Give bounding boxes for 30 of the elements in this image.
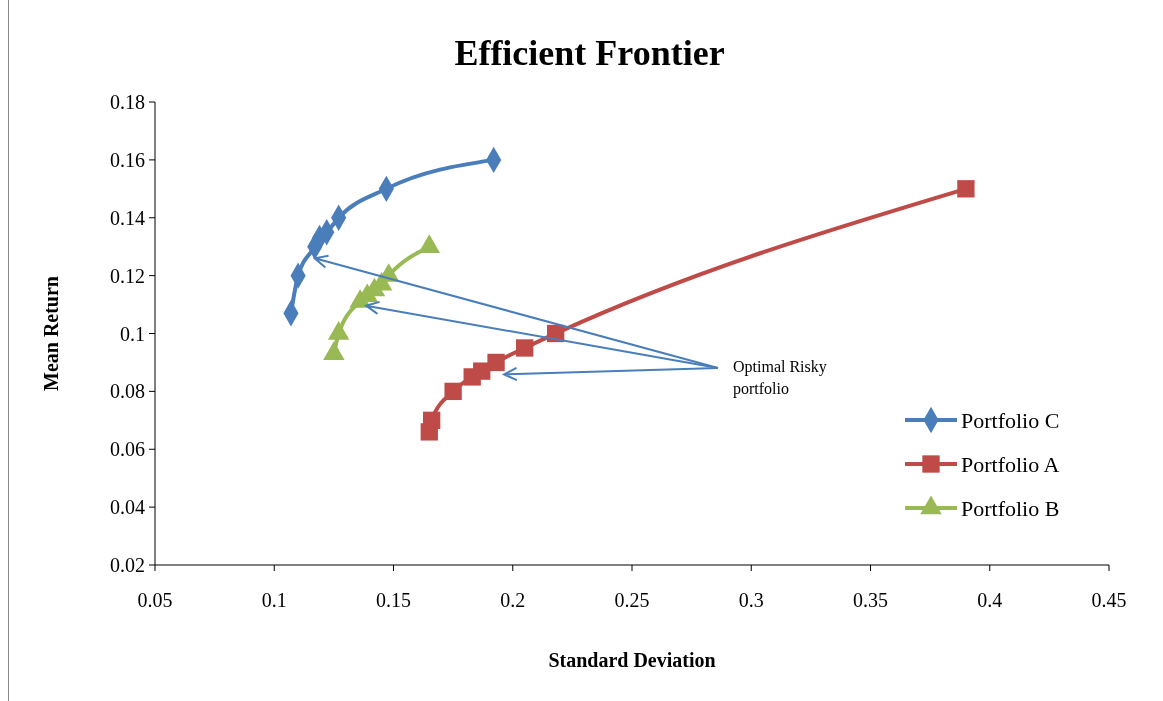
x-tick-label: 0.1 <box>261 589 287 611</box>
y-tick-label: 0.14 <box>110 206 145 229</box>
annotation: Optimal Risky portfolio <box>733 358 827 398</box>
y-tick-label: 0.08 <box>110 380 145 403</box>
x-tick-label: 0.45 <box>1091 589 1127 611</box>
y-tick-label: 0.16 <box>110 148 145 171</box>
x-axis-title: Standard Deviation <box>548 649 716 671</box>
x-tick-label: 0.2 <box>500 589 526 611</box>
y-tick-label: 0.12 <box>110 264 145 287</box>
point <box>444 382 462 401</box>
y-tick-label: 0.04 <box>110 496 145 519</box>
x-tick-label: 0.05 <box>137 589 173 611</box>
point <box>423 411 441 429</box>
y-axis-title: Mean Return <box>40 276 62 391</box>
y-tick-label: 0.06 <box>110 438 145 461</box>
y-tick-label: 0.02 <box>110 554 145 576</box>
legend-label: Portfolio A <box>961 451 1060 477</box>
point <box>487 353 505 372</box>
point <box>957 180 975 198</box>
x-tick-label: 0.3 <box>738 589 764 611</box>
x-tick-label: 0.4 <box>977 589 1003 611</box>
y-tick-label: 0.18 <box>110 91 145 113</box>
y-tick-label: 0.1 <box>120 322 145 345</box>
x-tick-label: 0.25 <box>614 589 650 611</box>
legend-label: Portfolio C <box>961 407 1060 433</box>
x-tick-label: 0.15 <box>376 589 411 611</box>
chart-title: Efficient Frontier <box>454 33 725 73</box>
x-tick-label: 0.35 <box>853 589 888 611</box>
legend-label: Portfolio B <box>961 495 1060 521</box>
point <box>516 339 534 357</box>
